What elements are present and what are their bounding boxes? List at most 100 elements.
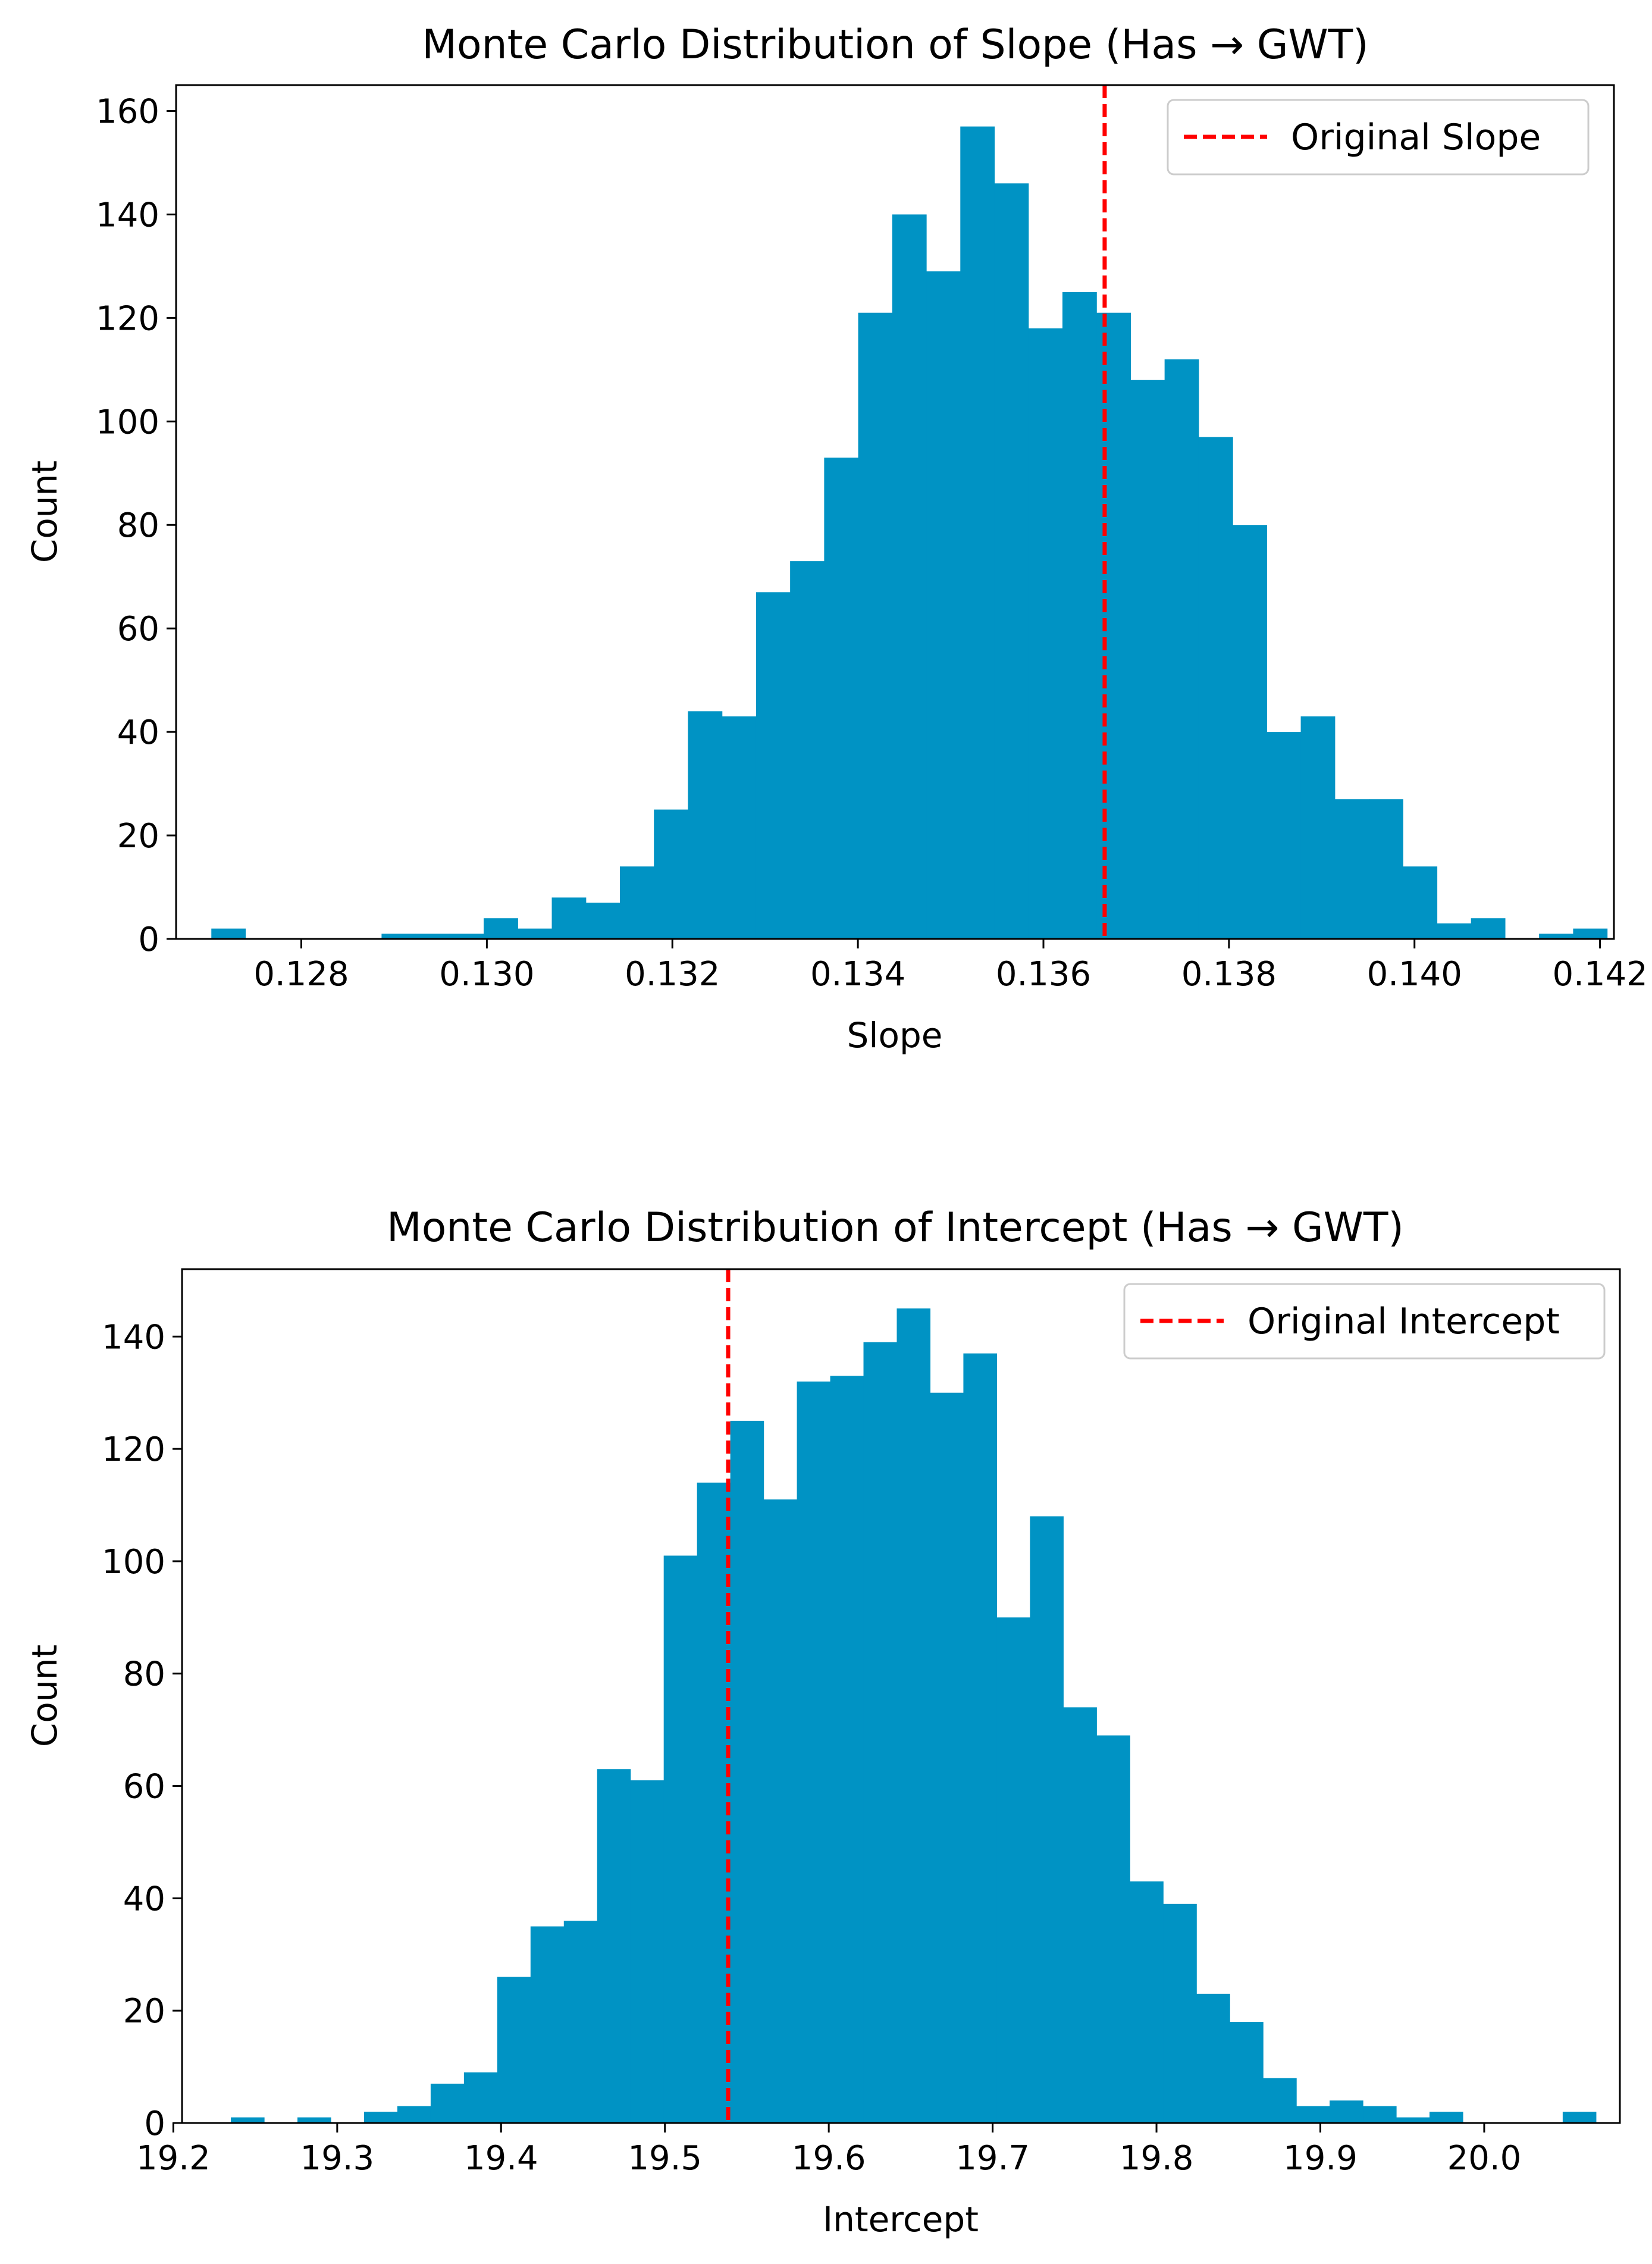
histogram-bar xyxy=(1363,2106,1397,2123)
y-tick-label: 100 xyxy=(102,1543,165,1582)
chart-intercept: Monte Carlo Distribution of Intercept (H… xyxy=(24,1204,1621,2240)
x-axis-label: Slope xyxy=(847,1015,943,1056)
x-tick-label: 0.130 xyxy=(439,955,534,994)
histogram-bar xyxy=(1198,437,1233,939)
histogram-bar xyxy=(688,711,723,939)
histogram-bar xyxy=(1130,380,1165,939)
histogram-bar xyxy=(1062,292,1097,939)
x-tick-label: 0.142 xyxy=(1552,955,1647,994)
histogram-bar xyxy=(996,1617,1030,2123)
histogram-bar xyxy=(1230,2022,1264,2123)
histogram-bar xyxy=(430,2083,465,2123)
histogram-bar xyxy=(1263,2078,1297,2123)
histogram-bar xyxy=(231,2117,265,2123)
chart-title: Monte Carlo Distribution of Intercept (H… xyxy=(387,1204,1404,1251)
histogram-bar xyxy=(654,809,689,939)
histogram-bar xyxy=(518,928,553,939)
histogram-bar xyxy=(484,918,518,939)
histogram-bar xyxy=(449,934,484,939)
x-tick-label: 0.134 xyxy=(810,955,905,994)
histogram-bar xyxy=(1562,2112,1597,2123)
histogram-bar xyxy=(530,1926,565,2123)
y-axis-ticks: 0 20 40 60 80 100 120 140 xyxy=(102,1318,182,2143)
histogram-bar xyxy=(1233,525,1267,939)
x-tick-label: 19.2 xyxy=(136,2139,211,2178)
y-axis-ticks: 0 20 40 60 80 100 120 140 160 xyxy=(96,92,176,959)
x-tick-label: 0.140 xyxy=(1367,955,1462,994)
histogram-bar xyxy=(497,1977,531,2123)
histogram-bar xyxy=(994,183,1029,939)
histogram-bar xyxy=(697,1482,731,2123)
legend-label: Original Slope xyxy=(1291,117,1541,158)
histogram-bar xyxy=(1396,2117,1430,2123)
legend: Original Intercept xyxy=(1123,1283,1606,1360)
histogram-bar xyxy=(463,2072,498,2123)
x-tick-label: 0.128 xyxy=(253,955,349,994)
y-tick-label: 40 xyxy=(117,713,159,752)
histogram-bar xyxy=(926,271,961,940)
legend-box xyxy=(1123,1283,1606,1360)
plot-frame xyxy=(175,84,1615,940)
y-tick-label: 0 xyxy=(138,920,159,959)
histogram-bar xyxy=(892,214,927,939)
y-tick-label: 140 xyxy=(102,1318,165,1357)
histogram-bar xyxy=(1369,799,1403,939)
histogram-bar xyxy=(663,1555,698,2123)
legend-box xyxy=(1167,99,1590,176)
y-tick-label: 60 xyxy=(117,610,159,649)
histogram-bar xyxy=(1130,1881,1164,2123)
histogram-bar xyxy=(551,897,587,939)
y-tick-label: 140 xyxy=(96,196,159,234)
histogram-bar xyxy=(930,1392,964,2123)
histogram-bar xyxy=(630,1780,664,2123)
x-tick-label: 19.6 xyxy=(792,2139,866,2178)
x-tick-label: 19.7 xyxy=(955,2139,1030,2178)
histogram-bar xyxy=(730,1420,764,2123)
x-tick-label: 19.9 xyxy=(1283,2139,1358,2178)
histogram-bar xyxy=(211,928,246,939)
histogram-bar xyxy=(297,2117,331,2123)
histogram-bar xyxy=(1096,1735,1130,2123)
histogram-bar xyxy=(1028,328,1063,939)
bar-series xyxy=(211,126,1608,940)
histogram-bar xyxy=(1300,716,1336,939)
y-tick-label: 20 xyxy=(123,1992,165,2031)
histogram-bar xyxy=(1471,918,1506,939)
histogram-bar xyxy=(1334,799,1369,939)
histogram-bar xyxy=(790,561,825,939)
legend-label: Original Intercept xyxy=(1247,1301,1560,1342)
histogram-bar xyxy=(824,458,859,939)
x-tick-label: 0.132 xyxy=(625,955,720,994)
y-tick-label: 80 xyxy=(123,1655,165,1694)
x-tick-label: 20.0 xyxy=(1447,2139,1522,2178)
histogram-bar xyxy=(1164,359,1199,939)
histogram-bar xyxy=(797,1381,831,2123)
x-axis-ticks: 19.2 19.3 19.4 19.5 19.6 19.7 19.8 19.9 20.0 xyxy=(136,2123,1521,2178)
x-axis-ticks: 0.128 0.130 0.132 0.134 0.136 0.138 0.140 0.142 xyxy=(253,939,1648,994)
histogram-bar xyxy=(763,1499,798,2123)
histogram-bar xyxy=(1096,312,1131,940)
histogram-bar xyxy=(1429,2112,1463,2123)
histogram-bar xyxy=(563,1921,598,2123)
histogram-bar xyxy=(1403,866,1438,939)
histogram-bar xyxy=(363,2112,398,2123)
y-tick-label: 120 xyxy=(102,1430,165,1469)
x-tick-label: 19.5 xyxy=(628,2139,702,2178)
histogram-bar xyxy=(1573,928,1608,939)
histogram-bar xyxy=(722,716,757,939)
x-axis-label: Intercept xyxy=(823,2199,979,2240)
histogram-bar xyxy=(963,1353,997,2123)
y-tick-label: 60 xyxy=(123,1768,165,1806)
x-tick-label: 0.136 xyxy=(996,955,1091,994)
y-tick-label: 0 xyxy=(144,2105,165,2143)
y-axis-label: Count xyxy=(24,461,65,563)
y-tick-label: 20 xyxy=(117,817,159,856)
x-tick-label: 0.138 xyxy=(1181,955,1277,994)
histogram-bar xyxy=(397,2106,431,2123)
histogram-bar xyxy=(597,1769,631,2123)
x-tick-label: 19.8 xyxy=(1120,2139,1194,2178)
legend: Original Slope xyxy=(1167,99,1590,176)
x-tick-label: 19.4 xyxy=(464,2139,538,2178)
histogram-bar xyxy=(830,1376,864,2124)
